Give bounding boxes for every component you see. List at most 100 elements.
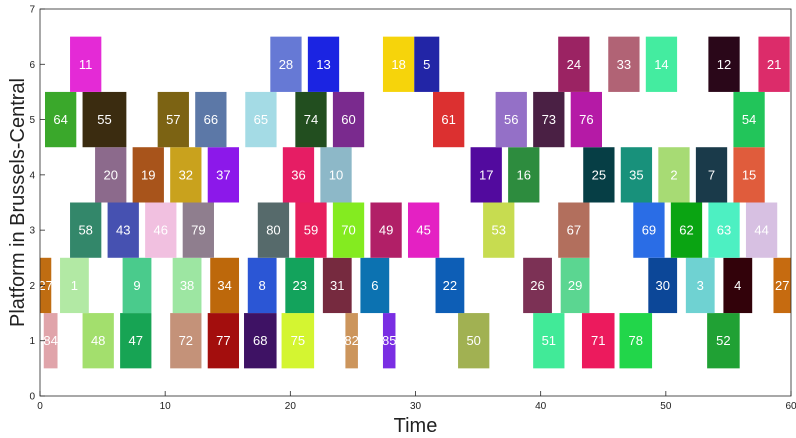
- train-bar-2: 2: [658, 147, 690, 203]
- train-bar-56: 56: [495, 91, 527, 148]
- train-bar-11: 11: [70, 36, 102, 92]
- bar-rect: [608, 36, 640, 92]
- bar-rect: [45, 91, 77, 148]
- bar-label: 20: [103, 167, 117, 182]
- bar-rect: [210, 257, 240, 314]
- train-bar-70: 70: [332, 202, 365, 258]
- train-bar-71: 71: [581, 313, 615, 369]
- train-bar-6: 6: [360, 257, 390, 314]
- train-bar-85: 85: [382, 313, 396, 369]
- bar-label: 63: [717, 223, 731, 238]
- y-axis-ticks: 0 1 2 3 4 5 6 7: [29, 5, 45, 403]
- bar-rect: [414, 36, 440, 92]
- bar-rect: [407, 202, 440, 258]
- bar-label: 29: [568, 278, 582, 293]
- bar-rect: [70, 36, 102, 92]
- x-tick-label: 10: [160, 401, 172, 412]
- bar-rect: [107, 202, 139, 258]
- bar-label: 57: [166, 112, 180, 127]
- bar-label: 2: [670, 167, 677, 182]
- bar-label: 47: [129, 333, 143, 348]
- bar-rect: [285, 257, 315, 314]
- train-bar-1: 1: [60, 257, 89, 314]
- bar-label: 59: [304, 223, 318, 238]
- x-tick-label: 30: [410, 401, 422, 412]
- train-bar-45: 45: [407, 202, 440, 258]
- bar-rect: [122, 257, 152, 314]
- bar-label: 53: [492, 223, 506, 238]
- train-bar-60: 60: [332, 91, 365, 148]
- bar-rect: [332, 91, 365, 148]
- bar-label: 46: [154, 223, 168, 238]
- train-bar-22: 22: [435, 257, 465, 314]
- train-bar-27: 27: [38, 257, 53, 314]
- bar-label: 7: [708, 167, 715, 182]
- bar-label: 67: [567, 223, 581, 238]
- train-bar-36: 36: [282, 147, 315, 203]
- bar-label: 66: [204, 112, 218, 127]
- bar-rect: [295, 91, 327, 148]
- bar-label: 26: [530, 278, 544, 293]
- train-bar-13: 13: [307, 36, 340, 92]
- bar-label: 80: [266, 223, 280, 238]
- bar-label: 12: [717, 57, 731, 72]
- bar-rect: [170, 313, 202, 369]
- bar-label: 17: [479, 167, 493, 182]
- bar-rect: [382, 313, 396, 369]
- bar-label: 77: [216, 333, 230, 348]
- train-bar-47: 47: [120, 313, 152, 369]
- train-bar-79: 79: [182, 202, 214, 258]
- train-bar-21: 21: [758, 36, 790, 92]
- bar-rect: [247, 257, 277, 314]
- bar-rect: [332, 202, 365, 258]
- train-bar-9: 9: [122, 257, 152, 314]
- y-tick-label: 1: [29, 336, 35, 347]
- bar-rect: [360, 257, 390, 314]
- bar-rect: [382, 36, 415, 92]
- bar-label: 32: [179, 167, 193, 182]
- bar-label: 23: [292, 278, 306, 293]
- bar-label: 69: [642, 223, 656, 238]
- train-bar-76: 76: [570, 91, 602, 148]
- bar-label: 19: [141, 167, 155, 182]
- train-bar-44: 44: [745, 202, 778, 258]
- bar-rect: [207, 313, 240, 369]
- bar-rect: [157, 91, 189, 148]
- y-tick-label: 5: [29, 115, 35, 126]
- bar-label: 8: [259, 278, 266, 293]
- train-bar-75: 75: [281, 313, 315, 369]
- train-bar-58: 58: [70, 202, 102, 258]
- bar-label: 45: [416, 223, 430, 238]
- train-bar-16: 16: [508, 147, 540, 203]
- bar-label: 35: [629, 167, 643, 182]
- bar-label: 3: [697, 278, 704, 293]
- bar-label: 60: [341, 112, 355, 127]
- bar-label: 36: [291, 167, 305, 182]
- train-bar-62: 62: [670, 202, 703, 258]
- train-bar-19: 19: [132, 147, 164, 203]
- bar-rect: [745, 202, 778, 258]
- bar-rect: [95, 147, 127, 203]
- bar-label: 50: [466, 333, 480, 348]
- bar-label: 72: [179, 333, 193, 348]
- bar-rect: [60, 257, 89, 314]
- bar-rect: [533, 91, 565, 148]
- bar-rect: [648, 257, 678, 314]
- train-bar-27: 27: [773, 257, 791, 314]
- bar-label: 27: [775, 278, 789, 293]
- train-bar-84: 84: [43, 313, 58, 369]
- bar-rect: [43, 313, 58, 369]
- bar-rect: [322, 257, 352, 314]
- train-bar-35: 35: [620, 147, 653, 203]
- train-bar-63: 63: [708, 202, 740, 258]
- bar-rect: [182, 202, 214, 258]
- train-bar-28: 28: [270, 36, 302, 92]
- bar-rect: [195, 91, 227, 148]
- train-bar-78: 78: [619, 313, 653, 369]
- train-bar-10: 10: [320, 147, 352, 203]
- bar-label: 9: [133, 278, 140, 293]
- bar-rect: [733, 147, 765, 203]
- bar-label: 76: [579, 112, 593, 127]
- train-bar-74: 74: [295, 91, 327, 148]
- bar-rect: [685, 257, 715, 314]
